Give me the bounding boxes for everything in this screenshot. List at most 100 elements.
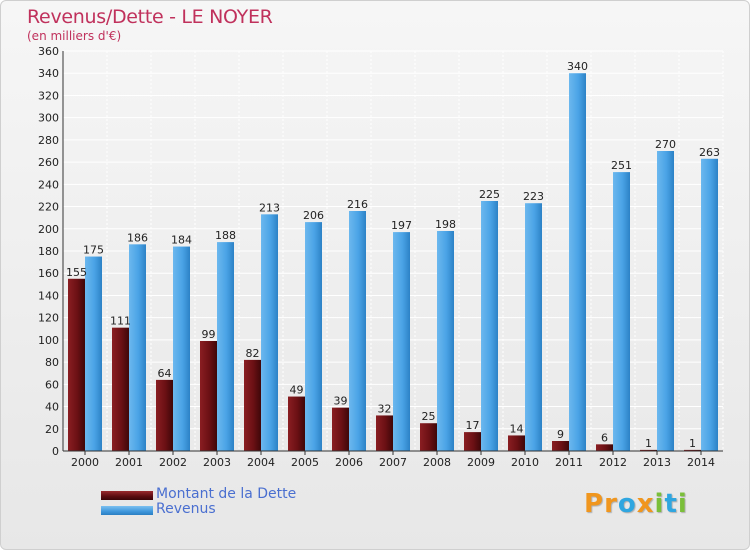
x-tick-label: 2001 xyxy=(115,456,143,469)
legend-label-dette: Montant de la Dette xyxy=(156,486,297,502)
legend-swatch-dette xyxy=(101,491,153,500)
data-label-dette: 111 xyxy=(110,315,131,328)
x-tick-label: 2012 xyxy=(599,456,627,469)
x-tick-label: 2000 xyxy=(71,456,99,469)
x-tick-label: 2002 xyxy=(159,456,187,469)
logo-letter: o xyxy=(617,489,637,519)
bar-dette xyxy=(552,441,569,451)
bar-dette xyxy=(156,379,173,451)
data-label-dette: 17 xyxy=(466,419,480,432)
data-label-dette: 39 xyxy=(334,395,348,408)
x-tick-label: 2013 xyxy=(643,456,671,469)
x-tick-label: 2010 xyxy=(511,456,539,469)
bar-revenus xyxy=(305,222,322,451)
logo-letter: r xyxy=(604,489,618,519)
chart-subtitle: (en milliers d'€) xyxy=(27,29,122,43)
bar-dette xyxy=(684,449,701,451)
x-tick-label: 2004 xyxy=(247,456,275,469)
bar-revenus xyxy=(569,73,586,451)
data-label-dette: 1 xyxy=(645,437,652,450)
data-label-revenus: 213 xyxy=(259,201,280,214)
data-label-revenus: 184 xyxy=(171,234,192,247)
data-label-dette: 14 xyxy=(510,422,524,435)
bar-revenus xyxy=(701,158,718,451)
bar-dette xyxy=(464,432,481,451)
y-tick-label: 220 xyxy=(38,201,59,214)
bar-revenus xyxy=(217,242,234,451)
data-label-dette: 155 xyxy=(66,266,87,279)
y-tick-label: 0 xyxy=(52,445,59,458)
bar-dette xyxy=(200,341,217,451)
y-tick-label: 200 xyxy=(38,223,59,236)
bar-revenus xyxy=(437,231,454,451)
bar-revenus xyxy=(173,246,190,451)
chart-title: Revenus/Dette - LE NOYER xyxy=(27,6,273,28)
data-label-revenus: 175 xyxy=(83,244,104,257)
y-tick-label: 160 xyxy=(38,267,59,280)
y-tick-label: 40 xyxy=(45,401,59,414)
bar-revenus xyxy=(261,214,278,451)
x-tick-label: 2008 xyxy=(423,456,451,469)
y-tick-label: 140 xyxy=(38,289,59,302)
legend-swatch-revenus xyxy=(101,506,153,515)
data-label-dette: 1 xyxy=(689,437,696,450)
bar-dette xyxy=(332,407,349,451)
bar-dette xyxy=(640,449,657,451)
bar-revenus xyxy=(349,211,366,451)
y-tick-label: 240 xyxy=(38,178,59,191)
y-tick-label: 280 xyxy=(38,134,59,147)
data-label-revenus: 198 xyxy=(435,218,456,231)
y-tick-label: 340 xyxy=(38,67,59,80)
y-tick-label: 80 xyxy=(45,356,59,369)
bar-dette xyxy=(420,423,437,451)
data-label-dette: 82 xyxy=(246,347,260,360)
data-label-revenus: 223 xyxy=(523,190,544,203)
y-tick-label: 120 xyxy=(38,312,59,325)
data-label-dette: 9 xyxy=(557,428,564,441)
x-tick-label: 2006 xyxy=(335,456,363,469)
data-label-dette: 25 xyxy=(422,410,436,423)
bar-dette xyxy=(288,396,305,451)
bar-dette xyxy=(376,415,393,451)
logo-letter: P xyxy=(584,489,605,519)
bar-revenus xyxy=(129,244,146,451)
data-label-revenus: 270 xyxy=(655,138,676,151)
y-tick-label: 320 xyxy=(38,89,59,102)
bar-dette xyxy=(508,435,525,451)
data-label-revenus: 216 xyxy=(347,198,368,211)
y-tick-label: 300 xyxy=(38,112,59,125)
x-tick-label: 2014 xyxy=(687,456,715,469)
y-tick-label: 100 xyxy=(38,334,59,347)
proxiti-logo: Proxiti xyxy=(584,489,688,519)
y-tick-label: 360 xyxy=(38,45,59,58)
y-tick-label: 180 xyxy=(38,245,59,258)
data-label-revenus: 197 xyxy=(391,219,412,232)
logo-letter: x xyxy=(636,489,655,519)
data-label-revenus: 251 xyxy=(611,159,632,172)
x-tick-label: 2011 xyxy=(555,456,583,469)
bar-revenus xyxy=(657,151,674,451)
x-tick-label: 2003 xyxy=(203,456,231,469)
data-label-dette: 6 xyxy=(601,431,608,444)
bar-revenus xyxy=(393,232,410,451)
data-label-revenus: 206 xyxy=(303,209,324,222)
data-label-dette: 32 xyxy=(378,402,392,415)
data-label-revenus: 188 xyxy=(215,229,236,242)
x-tick-label: 2005 xyxy=(291,456,319,469)
data-label-revenus: 186 xyxy=(127,231,148,244)
data-label-dette: 64 xyxy=(158,367,172,380)
data-label-dette: 49 xyxy=(290,384,304,397)
bar-revenus xyxy=(481,201,498,451)
logo-letter: i xyxy=(654,489,665,519)
bar-dette xyxy=(112,327,129,451)
bar-dette xyxy=(244,359,261,451)
bar-revenus xyxy=(525,203,542,451)
y-tick-label: 260 xyxy=(38,156,59,169)
data-label-revenus: 263 xyxy=(699,146,720,159)
legend-label-revenus: Revenus xyxy=(156,501,216,517)
x-tick-label: 2009 xyxy=(467,456,495,469)
x-tick-label: 2007 xyxy=(379,456,407,469)
bar-revenus xyxy=(85,256,102,451)
